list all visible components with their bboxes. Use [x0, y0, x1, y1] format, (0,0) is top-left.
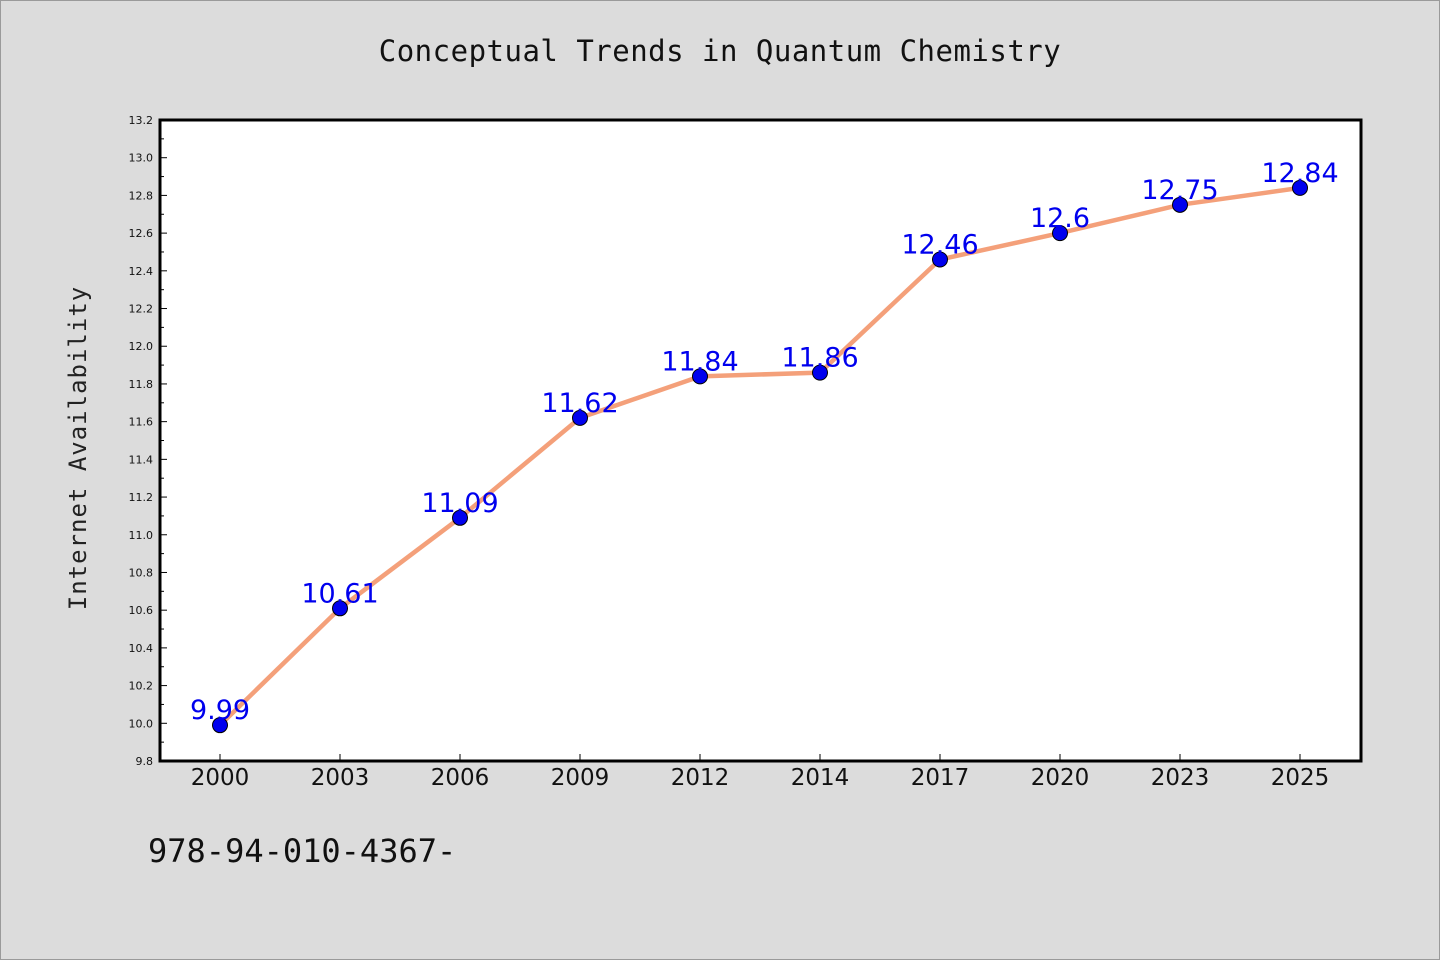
x-tick-label: 2012 [671, 765, 730, 791]
data-label: 11.86 [781, 343, 858, 374]
y-tick-label: 12.6 [129, 227, 154, 240]
x-tick-label: 2020 [1031, 765, 1090, 791]
data-point [1292, 179, 1308, 196]
data-label: 10.61 [301, 578, 378, 609]
data-point [572, 409, 588, 426]
y-tick-label: 11.2 [129, 491, 154, 504]
series-markers [212, 179, 1308, 734]
y-tick-label: 12.0 [129, 340, 154, 353]
data-label: 12.75 [1141, 175, 1218, 206]
series-line [217, 185, 1303, 728]
y-tick-label: 10.2 [129, 680, 154, 693]
y-tick-label: 9.8 [136, 755, 154, 768]
data-point [1052, 225, 1068, 242]
data-point [932, 251, 948, 268]
x-tick-label: 2003 [311, 765, 370, 791]
data-label: 12.46 [901, 230, 978, 261]
x-tick-label: 2025 [1271, 765, 1330, 791]
data-point [1172, 196, 1188, 213]
y-tick-label: 13.0 [129, 152, 154, 165]
data-label: 9.99 [190, 695, 250, 726]
data-labels: 9.99 10.61 11.09 11.62 11.84 11.86 12.46 12.6 12… [190, 158, 1339, 726]
y-tick-label: 10.8 [129, 566, 154, 579]
x-tick-label: 2017 [911, 765, 970, 791]
y-tick-label: 12.4 [129, 265, 154, 278]
y-axis-label: Internet Availability [64, 286, 92, 610]
y-tick-label: 10.4 [129, 642, 154, 655]
data-point [692, 368, 708, 385]
y-tick-label: 11.6 [129, 416, 154, 429]
x-tick-label: 2009 [551, 765, 610, 791]
data-point [332, 600, 348, 617]
chart-title: Conceptual Trends in Quantum Chemistry [378, 34, 1062, 68]
y-tick-label: 13.2 [129, 114, 154, 127]
data-label: 11.09 [421, 488, 498, 519]
y-tick-label: 12.2 [129, 303, 154, 316]
y-tick-label: 11.8 [129, 378, 154, 391]
data-label: 11.84 [661, 346, 738, 377]
y-tick-label: 11.4 [129, 453, 154, 466]
x-tick-label: 2023 [1151, 765, 1210, 791]
footer-isbn: 978-94-010-4367- [148, 832, 457, 870]
data-point [452, 509, 468, 526]
plot-area [160, 120, 1361, 761]
x-tick-label: 2014 [791, 765, 850, 791]
x-tick-label: 2006 [431, 765, 490, 791]
data-label: 12.6 [1030, 203, 1090, 234]
plot-border [158, 118, 1363, 763]
y-tick-label: 10.0 [129, 717, 154, 730]
data-point [812, 364, 828, 381]
x-axis-ticks: 2000 2003 2006 2009 2012 2014 2017 2020 2023 2025 [191, 754, 1330, 791]
y-tick-label: 10.6 [129, 604, 154, 617]
y-tick-label: 12.8 [129, 189, 154, 202]
data-label: 11.62 [541, 388, 618, 419]
y-tick-label: 11.0 [129, 529, 154, 542]
x-tick-label: 2000 [191, 765, 250, 791]
data-point [212, 717, 228, 734]
data-label: 12.84 [1261, 158, 1338, 189]
